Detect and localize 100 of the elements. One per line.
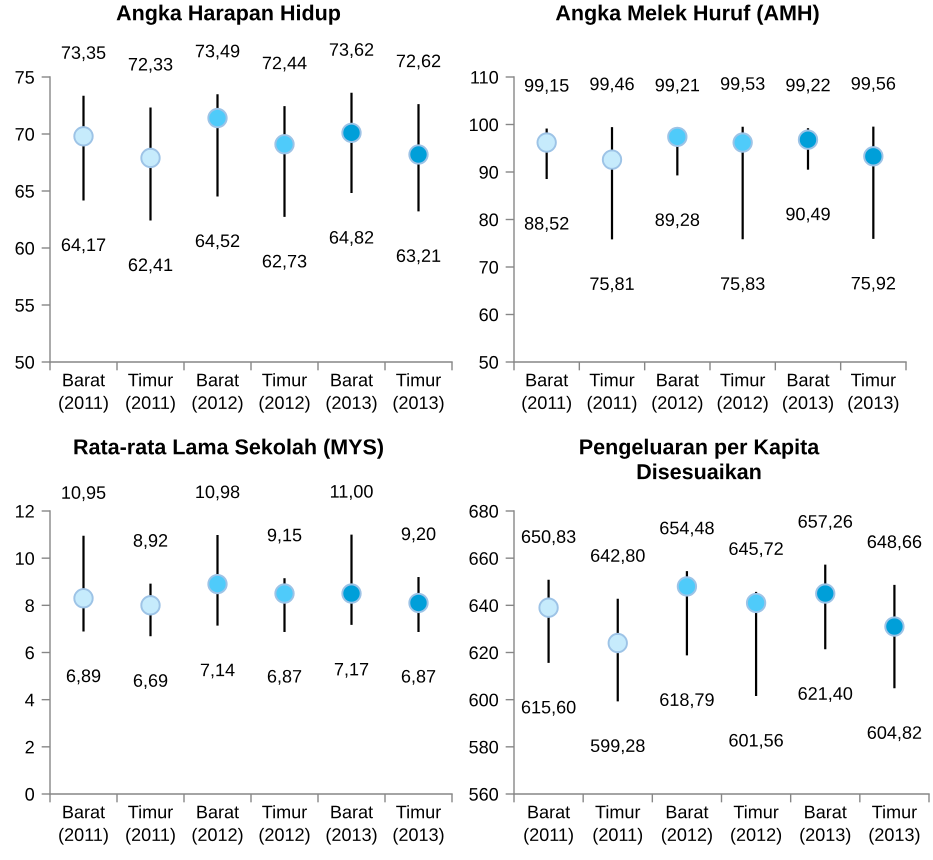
annotation: 73,62: [330, 43, 374, 58]
y-tick-label: 620: [470, 646, 498, 660]
annotation: 650,83: [522, 530, 576, 546]
x-tick-label: Timur (2011): [593, 805, 642, 845]
annotation: 72,44: [262, 56, 307, 72]
chart-title: Rata-rata Lama Sekolah (MYS): [74, 438, 383, 459]
y-tick-label: 680: [470, 504, 498, 518]
y-tick-label: 12: [16, 504, 34, 518]
x-tick-label: Barat (2011): [59, 806, 108, 845]
annotation: 64,82: [330, 230, 374, 246]
annotation: 10,98: [196, 485, 240, 500]
x-tick-label: Timur (2011): [588, 373, 636, 413]
x-tick-label: Timur (2013): [869, 805, 920, 845]
annotation: 6,87: [268, 670, 302, 685]
y-tick-label: 60: [16, 242, 34, 255]
annotation: 657,26: [798, 515, 852, 530]
x-tick-label: Barat (2013): [326, 806, 376, 845]
x-tick-label: Barat (2013): [800, 806, 850, 845]
annotation: 9,15: [268, 528, 302, 544]
annotation: 99,15: [524, 78, 569, 94]
annotation: 7,17: [334, 662, 368, 678]
x-tick-label: Barat (2013): [783, 374, 833, 413]
chart-title: Pengeluaran per Kapita Disesuaikan: [580, 438, 820, 480]
y-tick-label: 10: [16, 552, 34, 565]
annotation: 99,56: [852, 76, 896, 92]
x-tick-label: Barat (2012): [652, 374, 702, 413]
annotation: 604,82: [868, 726, 922, 742]
annotation: 6,69: [134, 674, 168, 690]
x-tick-label: Timur (2012): [260, 805, 310, 845]
annotation: 75,83: [721, 277, 764, 292]
x-tick-label: Barat (2011): [524, 806, 573, 845]
annotation: 645,72: [729, 542, 783, 558]
x-tick-label: Timur (2012): [731, 805, 782, 845]
x-tick-label: Timur (2011): [126, 373, 175, 413]
annotation: 73,49: [196, 44, 240, 60]
annotation: 615,60: [522, 700, 576, 716]
x-tick-label: Timur (2012): [260, 373, 310, 413]
annotation: 7,14: [200, 664, 235, 678]
y-tick-label: 660: [470, 552, 498, 565]
y-tick-label: 80: [479, 213, 498, 226]
annotation: 72,62: [396, 54, 440, 70]
x-tick-label: Timur (2013): [394, 805, 444, 845]
annotation: 99,53: [720, 77, 764, 92]
annotation: 64,17: [62, 238, 106, 254]
annotation: 10,95: [62, 486, 106, 502]
y-tick-label: 50: [15, 356, 34, 369]
annotation: 63,21: [396, 249, 440, 264]
y-tick-label: 580: [469, 740, 498, 754]
y-tick-label: 560: [469, 788, 498, 801]
annotation: 89,28: [656, 213, 700, 228]
y-tick-label: 55: [15, 299, 34, 312]
annotation: 601,56: [729, 734, 783, 749]
y-tick-label: 640: [470, 599, 498, 612]
annotation: 621,40: [798, 687, 852, 702]
annotation: 62,41: [128, 258, 172, 274]
y-tick-label: 60: [480, 308, 498, 322]
annotation: 62,73: [262, 254, 306, 270]
x-tick-label: Timur (2011): [126, 805, 175, 845]
y-tick-label: 70: [480, 260, 498, 274]
y-tick-label: 8: [25, 599, 34, 612]
y-tick-label: 2: [26, 740, 34, 754]
annotation: 9,20: [402, 527, 436, 542]
y-tick-label: 65: [16, 184, 34, 198]
x-tick-label: Barat (2013): [326, 374, 376, 413]
y-tick-label: 90: [479, 166, 498, 179]
annotation: 99,21: [656, 78, 700, 94]
annotation: 618,79: [660, 693, 714, 708]
annotation: 90,49: [786, 208, 830, 222]
chart-title: Angka Melek Huruf (AMH): [556, 4, 819, 25]
annotation: 11,00: [330, 484, 373, 500]
annotation: 88,52: [524, 216, 568, 232]
x-tick-label: Timur (2013): [394, 373, 444, 413]
y-tick-label: 0: [25, 788, 34, 801]
y-tick-label: 110: [471, 70, 498, 84]
y-tick-label: 50: [479, 356, 498, 369]
annotation: 654,48: [660, 522, 714, 536]
annotation: 6,87: [402, 670, 436, 685]
annotation: 648,66: [868, 535, 922, 550]
annotation: 75,81: [590, 277, 634, 292]
annotation: 642,80: [591, 549, 645, 564]
y-tick-label: 75: [16, 71, 34, 84]
annotation: 64,52: [196, 234, 240, 250]
x-tick-label: Timur (2012): [718, 373, 768, 413]
annotation: 8,92: [134, 534, 168, 549]
annotation: 75,92: [852, 276, 896, 292]
x-tick-label: Barat (2011): [522, 374, 571, 413]
y-tick-label: 100: [470, 118, 498, 132]
x-tick-label: Barat (2011): [59, 374, 108, 413]
chart-title: Angka Harapan Hidup: [116, 4, 340, 25]
annotation: 599,28: [590, 739, 645, 754]
annotation: 99,22: [786, 78, 830, 94]
annotation: 99,46: [590, 77, 634, 92]
x-tick-label: Barat (2012): [192, 806, 242, 845]
y-tick-label: 6: [26, 646, 34, 660]
x-tick-label: Barat (2012): [192, 374, 242, 413]
annotation: 73,35: [62, 46, 106, 62]
y-tick-label: 70: [16, 128, 34, 141]
annotation: 6,89: [66, 669, 100, 684]
x-tick-label: Barat (2012): [662, 806, 712, 845]
annotation: 72,33: [128, 58, 172, 73]
